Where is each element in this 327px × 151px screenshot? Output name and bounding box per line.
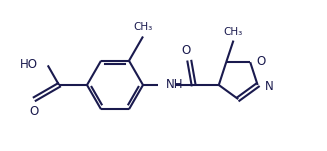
Text: O: O (29, 105, 38, 118)
Text: O: O (256, 55, 266, 68)
Text: NH: NH (165, 79, 183, 92)
Text: CH₃: CH₃ (133, 21, 153, 32)
Text: HO: HO (20, 58, 38, 71)
Text: N: N (265, 80, 273, 93)
Text: CH₃: CH₃ (224, 27, 243, 37)
Text: O: O (182, 44, 191, 57)
